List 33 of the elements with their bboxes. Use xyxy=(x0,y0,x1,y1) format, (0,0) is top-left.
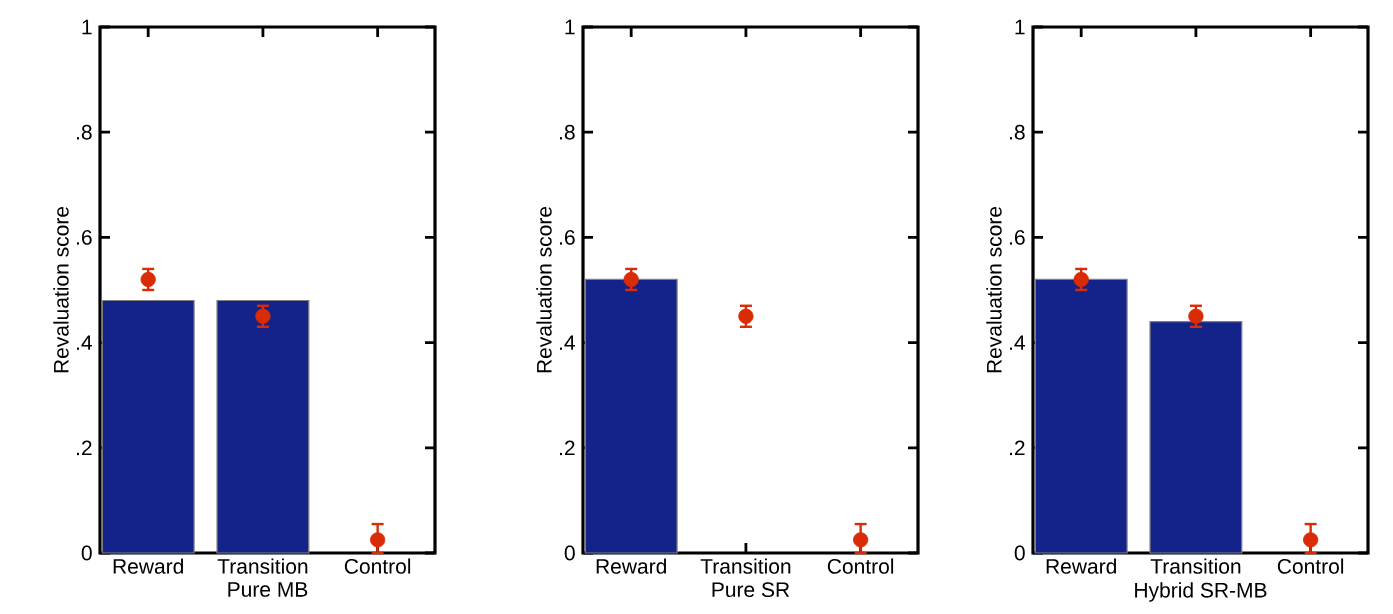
y-tick-label: .8 xyxy=(560,124,575,140)
x-tick-label: Transition xyxy=(217,558,308,574)
y-tick-label: 0 xyxy=(81,545,92,561)
x-axis-title: Hybrid SR-MB xyxy=(1135,582,1267,602)
y-tick-label: .4 xyxy=(1010,335,1025,350)
y-tick-label: 0 xyxy=(1014,545,1025,561)
y-tick-label: .2 xyxy=(77,440,92,456)
y-tick-label: 0 xyxy=(564,545,575,561)
x-axis-title: Pure MB xyxy=(228,582,308,597)
y-tick-label: .6 xyxy=(77,229,92,245)
x-tick-label: Control xyxy=(1277,558,1344,574)
x-tick-label: Transition xyxy=(700,558,791,574)
y-tick-label: .4 xyxy=(77,335,92,350)
y-axis-title: Revaluation score xyxy=(536,206,552,373)
y-axis-title: Revaluation score xyxy=(986,206,1002,373)
x-tick-label: Reward xyxy=(113,558,183,574)
y-tick-label: .4 xyxy=(560,335,575,350)
x-tick-label: Control xyxy=(827,558,894,574)
x-tick-label: Reward xyxy=(596,558,666,574)
x-tick-label: Reward xyxy=(1046,558,1116,574)
y-axis-title: Revaluation score xyxy=(53,206,69,373)
y-tick-label: 1 xyxy=(1015,19,1025,35)
x-tick-label: Control xyxy=(344,558,411,574)
y-tick-label: .6 xyxy=(1010,229,1025,245)
y-tick-label: .2 xyxy=(1010,440,1025,456)
y-tick-label: .6 xyxy=(560,229,575,245)
y-tick-label: .8 xyxy=(1010,124,1025,140)
y-tick-label: 1 xyxy=(82,19,92,35)
y-tick-label: .8 xyxy=(77,124,92,140)
y-tick-label: .2 xyxy=(560,440,575,456)
y-tick-label: 1 xyxy=(565,19,575,35)
x-axis-title: Pure SR xyxy=(712,582,790,598)
x-tick-label: Transition xyxy=(1150,558,1241,574)
